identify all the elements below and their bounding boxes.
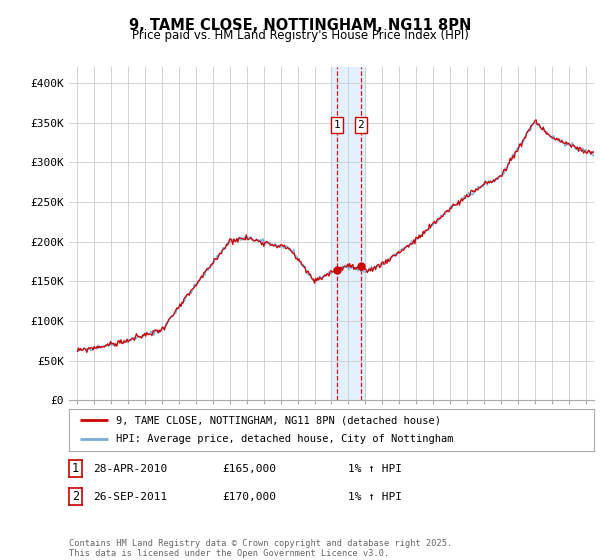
Text: Contains HM Land Registry data © Crown copyright and database right 2025.
This d: Contains HM Land Registry data © Crown c… bbox=[69, 539, 452, 558]
Text: 9, TAME CLOSE, NOTTINGHAM, NG11 8PN (detached house): 9, TAME CLOSE, NOTTINGHAM, NG11 8PN (det… bbox=[116, 415, 441, 425]
Text: £165,000: £165,000 bbox=[222, 464, 276, 474]
Text: 1: 1 bbox=[72, 462, 79, 475]
Text: 28-APR-2010: 28-APR-2010 bbox=[93, 464, 167, 474]
Text: 1: 1 bbox=[334, 120, 340, 130]
Text: 1% ↑ HPI: 1% ↑ HPI bbox=[348, 464, 402, 474]
Text: 2: 2 bbox=[358, 120, 364, 130]
Text: 26-SEP-2011: 26-SEP-2011 bbox=[93, 492, 167, 502]
Text: Price paid vs. HM Land Registry's House Price Index (HPI): Price paid vs. HM Land Registry's House … bbox=[131, 29, 469, 42]
Text: 1% ↑ HPI: 1% ↑ HPI bbox=[348, 492, 402, 502]
Text: HPI: Average price, detached house, City of Nottingham: HPI: Average price, detached house, City… bbox=[116, 435, 454, 445]
Text: £170,000: £170,000 bbox=[222, 492, 276, 502]
Text: 2: 2 bbox=[72, 490, 79, 503]
Text: 9, TAME CLOSE, NOTTINGHAM, NG11 8PN: 9, TAME CLOSE, NOTTINGHAM, NG11 8PN bbox=[129, 18, 471, 33]
Bar bbox=[331, 67, 365, 400]
